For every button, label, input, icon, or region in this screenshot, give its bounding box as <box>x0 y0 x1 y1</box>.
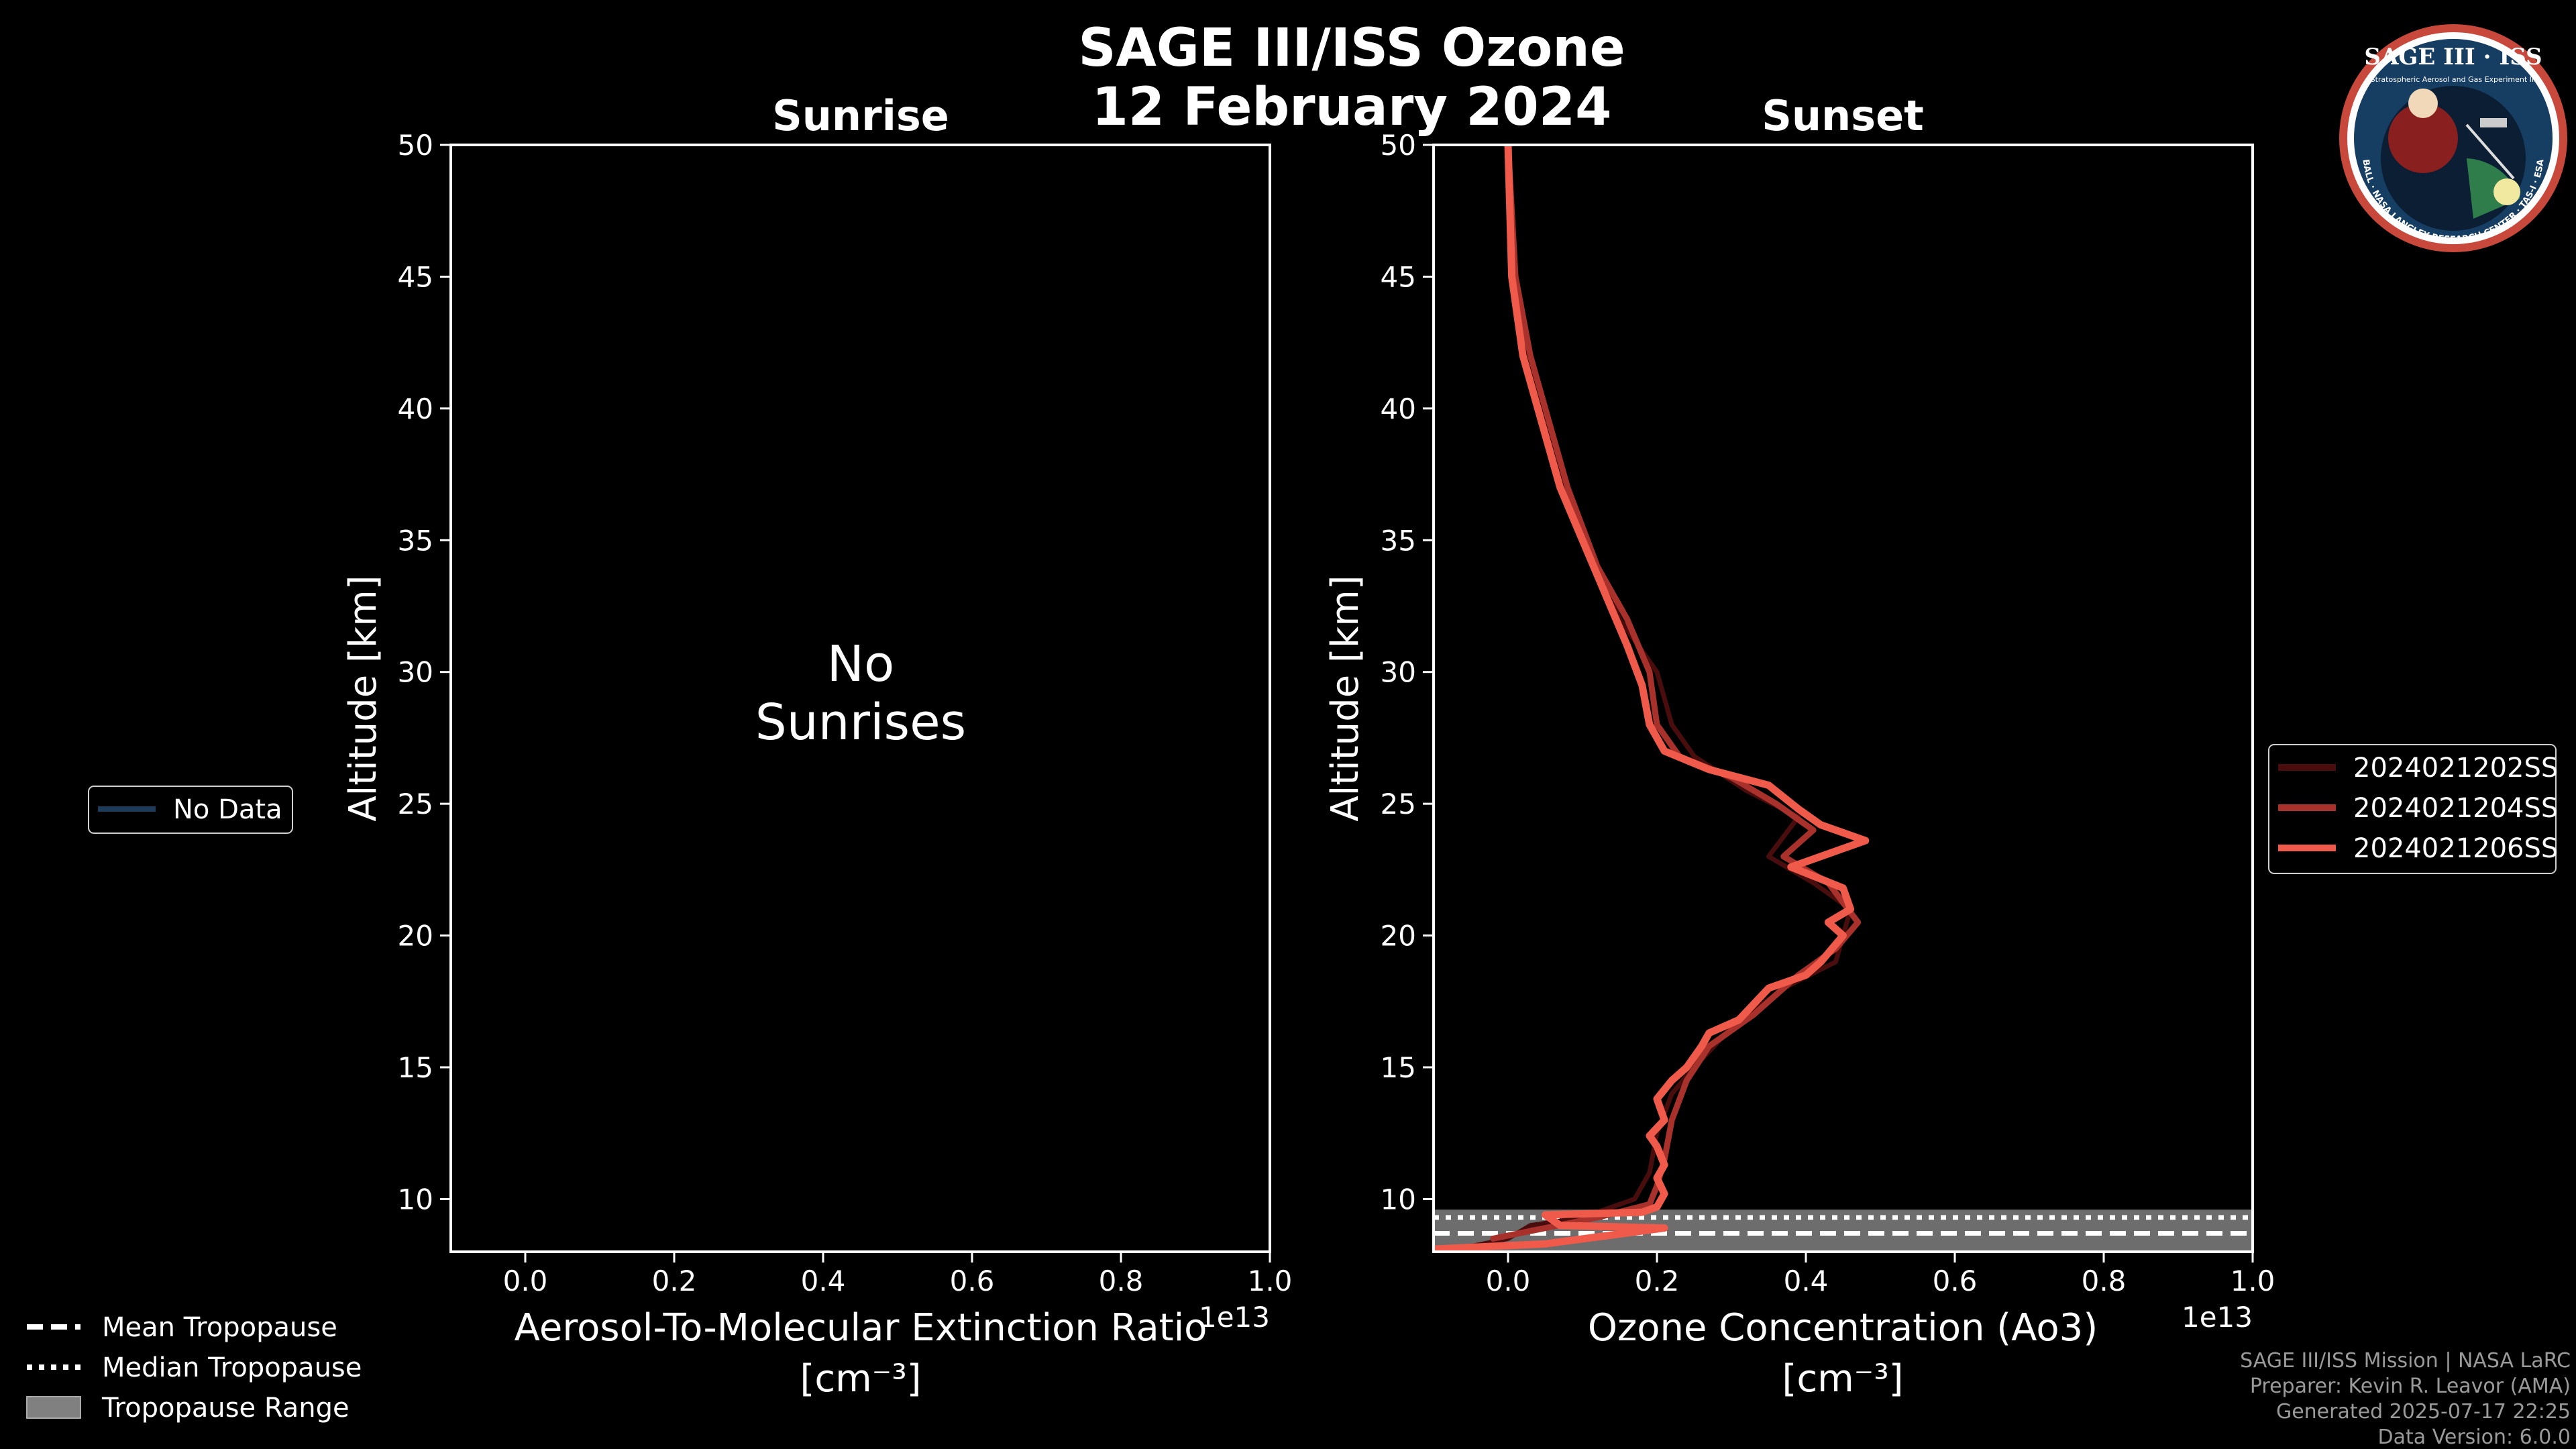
sunset-y-tick-label: 40 <box>1381 392 1416 425</box>
sunrise-x-tick-label: 1.0 <box>1248 1265 1293 1297</box>
sunrise-x-tick-label: 0.8 <box>1099 1265 1144 1297</box>
sunset-x-tick-label: 1.0 <box>2231 1265 2275 1297</box>
sunset-y-tick-label: 10 <box>1381 1183 1416 1216</box>
sunrise-y-tick-label: 30 <box>398 656 433 689</box>
tropopause-range-legend-swatch <box>26 1396 81 1419</box>
sunrise-x-tick-label: 0.0 <box>503 1265 548 1297</box>
credit-line-2: Preparer: Kevin R. Leavor (AMA) <box>2250 1375 2571 1398</box>
sunset-y-tick-label: 15 <box>1381 1051 1416 1084</box>
sunset-y-tick-label: 50 <box>1381 129 1416 162</box>
logo-moon <box>2493 178 2520 205</box>
sunrise-y-tick-label: 45 <box>398 260 433 293</box>
figure-title-line1: SAGE III/ISS Ozone <box>1078 18 1625 78</box>
no-data-legend-frame <box>88 786 293 834</box>
sunrise-x-axis-label: Aerosol-To-Molecular Extinction Ratio <box>515 1306 1208 1350</box>
tropopause-legend: Mean Tropopause Median Tropopause Tropop… <box>26 1312 362 1424</box>
sunset-x-tick-label: 0.6 <box>1933 1265 1978 1297</box>
sunset-x-axis-label: Ozone Concentration (Ao3) <box>1588 1306 2098 1350</box>
sunset-series-legend-frame <box>2268 744 2557 874</box>
profile-line-2024021206SS <box>1434 145 1870 1252</box>
logo-iss-icon <box>2480 118 2507 127</box>
sunset-x-offset-text: 1e13 <box>2182 1301 2253 1334</box>
sage-iii-iss-mission-logo: SAGE III · ISS Stratospheric Aerosol and… <box>2339 24 2567 252</box>
sunset-y-tick-label: 45 <box>1381 260 1416 293</box>
sunset-y-tick-label: 25 <box>1381 788 1416 820</box>
sunset-series-legend: 2024021202SS 2024021204SS 2024021206SS <box>2268 744 2558 874</box>
credits-block: SAGE III/ISS Mission | NASA LaRC Prepare… <box>2240 1349 2571 1449</box>
no-data-legend-label: No Data <box>173 794 282 825</box>
credit-line-3: Generated 2025-07-17 22:25 <box>2276 1400 2571 1424</box>
sunrise-y-tick-label: 50 <box>398 129 433 162</box>
no-sunrises-line1: No <box>827 635 895 693</box>
figure-title-line2: 12 February 2024 <box>1092 77 1612 138</box>
logo-title: SAGE III · ISS <box>2364 44 2542 70</box>
sunrise-plot-frame <box>449 144 1271 1253</box>
tropopause-range-legend-label: Tropopause Range <box>101 1393 350 1424</box>
sunset-panel-title: Sunset <box>1762 91 1924 140</box>
sunset-panel: Sunset 10 15 20 25 30 35 40 45 50 0.0 0.2 0.4 0.6 0.… <box>1324 91 2275 1401</box>
sunset-x-tick-label: 0.4 <box>1784 1265 1829 1297</box>
credit-line-4: Data Version: 6.0.0 <box>2378 1426 2571 1449</box>
sunrise-y-tick-label: 20 <box>398 920 433 953</box>
sunrise-panel-title: Sunrise <box>772 91 949 140</box>
sunset-plot-frame <box>1432 144 2254 1253</box>
sunrise-x-tick-label: 0.4 <box>801 1265 846 1297</box>
logo-figure-robe <box>2388 103 2458 173</box>
sunrise-x-tick-label: 0.6 <box>950 1265 995 1297</box>
sunrise-y-tick-label: 15 <box>398 1051 433 1084</box>
mean-tropopause-legend-label: Mean Tropopause <box>102 1312 337 1343</box>
sunset-y-tick-label: 35 <box>1381 524 1416 557</box>
sunrise-y-tick-label: 35 <box>398 524 433 557</box>
sunset-x-tick-label: 0.0 <box>1486 1265 1531 1297</box>
sunset-y-tick-label: 30 <box>1381 656 1416 689</box>
sunset-x-tick-label: 0.8 <box>2082 1265 2127 1297</box>
sunrise-y-axis-label: Altitude [km] <box>341 575 385 821</box>
sunrise-y-tick-label: 25 <box>398 788 433 820</box>
no-sunrises-line2: Sunrises <box>755 694 966 751</box>
logo-figure-head <box>2408 89 2438 118</box>
legend-label-2024021206SS: 2024021206SS <box>2353 833 2558 864</box>
sunrise-y-tick-label: 40 <box>398 392 433 425</box>
credit-line-1: SAGE III/ISS Mission | NASA LaRC <box>2240 1349 2571 1373</box>
sunset-y-tick-label: 20 <box>1381 920 1416 953</box>
sunrise-x-tick-label: 0.2 <box>652 1265 697 1297</box>
legend-label-2024021204SS: 2024021204SS <box>2353 793 2558 824</box>
median-tropopause-legend-label: Median Tropopause <box>102 1352 362 1383</box>
sunset-x-tick-label: 0.2 <box>1635 1265 1680 1297</box>
sunrise-x-axis-units: [cm⁻³] <box>800 1357 921 1401</box>
sunset-y-axis-label: Altitude [km] <box>1324 575 1367 821</box>
logo-iss-beam <box>2465 123 2515 180</box>
no-data-legend: No Data <box>88 786 293 834</box>
logo-subtitle: Stratospheric Aerosol and Gas Experiment… <box>2371 75 2536 84</box>
sunrise-y-tick-label: 10 <box>398 1183 433 1216</box>
sunrise-x-offset-text: 1e13 <box>1199 1301 1270 1334</box>
sunset-x-axis-units: [cm⁻³] <box>1782 1357 1903 1401</box>
legend-label-2024021202SS: 2024021202SS <box>2353 753 2558 784</box>
sunrise-panel: Sunrise 10 15 20 25 30 35 40 45 50 0.0 0.2 0.4 0.6 0… <box>341 91 1292 1401</box>
